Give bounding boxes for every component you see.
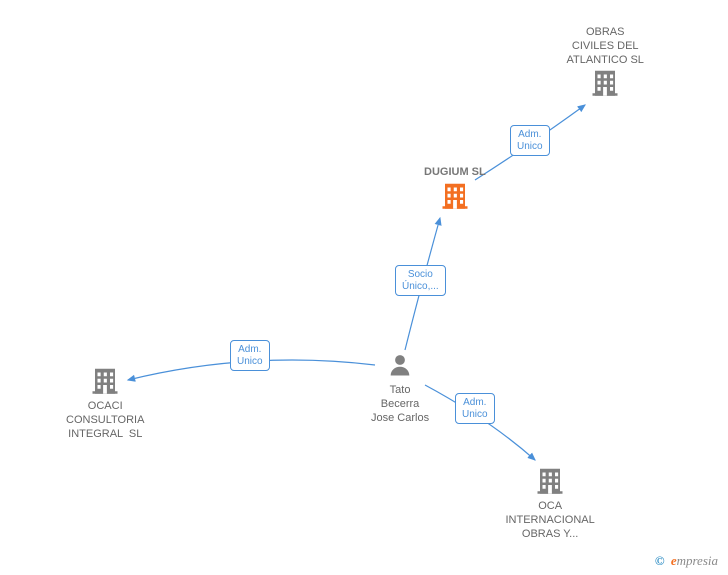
node-dugium[interactable]: DUGIUM SL bbox=[424, 166, 486, 215]
edge-label-e_person_ocaci: Adm. Unico bbox=[230, 340, 270, 371]
node-label: Tato Becerra Jose Carlos bbox=[371, 384, 429, 425]
node-ocaci[interactable]: OCACI CONSULTORIA INTEGRAL SL bbox=[66, 365, 144, 441]
node-label: OCA INTERNACIONAL OBRAS Y... bbox=[506, 500, 595, 541]
building-icon bbox=[567, 67, 644, 102]
person-icon bbox=[371, 351, 429, 384]
building-icon bbox=[424, 180, 486, 215]
diagram-canvas: Tato Becerra Jose Carlos DUGIUM SL OBRAS C… bbox=[0, 0, 728, 575]
watermark: © empresia bbox=[655, 553, 718, 569]
building-icon bbox=[66, 365, 144, 400]
node-label: DUGIUM SL bbox=[424, 166, 486, 180]
node-oca_int[interactable]: OCA INTERNACIONAL OBRAS Y... bbox=[506, 465, 595, 541]
node-label: OCACI CONSULTORIA INTEGRAL SL bbox=[66, 400, 144, 441]
edge-label-e_dugium_obras: Adm. Unico bbox=[510, 125, 550, 156]
node-obras_atl[interactable]: OBRAS CIVILES DEL ATLANTICO SL bbox=[567, 26, 644, 102]
watermark-brand-rest: mpresia bbox=[677, 553, 718, 568]
node-label: OBRAS CIVILES DEL ATLANTICO SL bbox=[567, 26, 644, 67]
edge-label-e_person_dugium: Socio Único,... bbox=[395, 265, 446, 296]
building-icon bbox=[506, 465, 595, 500]
node-person[interactable]: Tato Becerra Jose Carlos bbox=[371, 351, 429, 425]
edge-label-e_person_oca: Adm. Unico bbox=[455, 393, 495, 424]
copyright-symbol: © bbox=[655, 553, 665, 568]
